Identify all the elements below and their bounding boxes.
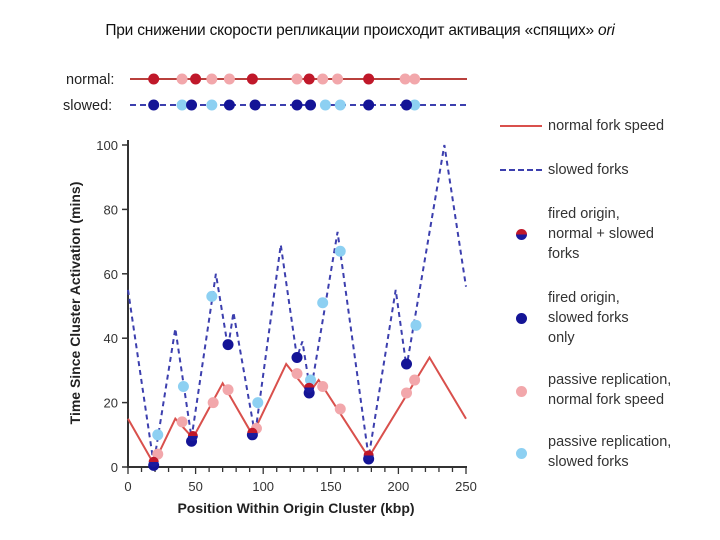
legend-item-fired-slowed: fired origin, slowed forks only xyxy=(498,288,629,348)
normal-track-passive-marker xyxy=(223,73,235,85)
dashed-line-icon xyxy=(500,169,542,171)
slowed-track-passive-marker xyxy=(176,99,188,111)
normal-track-passive-marker xyxy=(317,73,329,85)
x-tick-label: 150 xyxy=(320,479,342,494)
passive-normal-point xyxy=(317,381,329,392)
slowed-track-fired-marker xyxy=(186,99,198,111)
slowed-track-passive-marker xyxy=(334,99,346,111)
slowed-track-fired-marker xyxy=(401,99,413,111)
fired-both-point xyxy=(187,431,198,442)
passive-slowed-point xyxy=(317,297,329,309)
fired-both-point xyxy=(363,450,374,461)
fired-slowed-point xyxy=(222,339,234,351)
legend-label: slowed forks xyxy=(548,162,629,178)
normal-track-passive-marker xyxy=(332,73,344,85)
pink-dot-icon xyxy=(516,386,527,397)
normal-row-label: normal: xyxy=(66,72,114,88)
passive-slowed-point xyxy=(305,374,317,386)
slowed-track-fired-marker xyxy=(249,99,261,111)
x-tick-label: 250 xyxy=(455,479,477,494)
slide-title-ori: ori xyxy=(598,22,615,39)
x-tick-label: 100 xyxy=(252,479,274,494)
x-tick-label: 0 xyxy=(124,479,131,494)
slowed-track-passive-marker xyxy=(319,99,331,111)
slowed-track-fired-marker xyxy=(148,99,160,111)
passive-slowed-point xyxy=(152,429,164,441)
x-tick-label: 200 xyxy=(388,479,410,494)
series-lines xyxy=(127,144,467,466)
slowed-track-passive-marker xyxy=(206,99,218,111)
legend-item-fired-both: fired origin, normal + slowed forks xyxy=(498,204,654,264)
series-points xyxy=(148,245,422,471)
passive-normal-point xyxy=(401,387,413,399)
normal-track-passive-marker xyxy=(399,73,411,85)
legend-item-normal: normal fork speed xyxy=(498,116,664,136)
legend-label: normal fork speed xyxy=(548,118,665,134)
fired-both-point xyxy=(148,456,159,467)
y-tick-label: 0 xyxy=(111,460,118,475)
slowed-track-fired-marker xyxy=(305,99,317,111)
normal-track-fired-marker xyxy=(148,73,160,85)
passive-normal-point xyxy=(334,403,346,415)
legend-label: fired origin, normal + slowed forks xyxy=(548,206,654,262)
slide-title-main: При снижении скорости репликации происхо… xyxy=(105,22,599,39)
legend-label: fired origin, slowed forks only xyxy=(548,290,629,346)
x-axis-title: Position Within Origin Cluster (kbp) xyxy=(177,500,414,516)
fired-both-point xyxy=(247,427,258,438)
legend-label: passive replication, slowed forks xyxy=(548,434,672,470)
passive-normal-point xyxy=(291,368,303,380)
passive-slowed-point xyxy=(252,397,264,409)
slowed-track-passive-marker xyxy=(409,99,421,111)
passive-normal-point xyxy=(222,384,234,396)
y-tick-label: 60 xyxy=(104,267,118,282)
track-markers xyxy=(148,73,421,111)
slowed-track-fired-marker xyxy=(363,99,375,111)
normal-track-passive-marker xyxy=(291,73,303,85)
passive-normal-point xyxy=(409,374,421,386)
passive-normal-point xyxy=(152,448,164,460)
y-tick-label: 40 xyxy=(104,331,118,346)
y-tick-label: 80 xyxy=(104,202,118,217)
slide-title: При снижении скорости репликации происхо… xyxy=(0,22,720,40)
x-tick-label: 50 xyxy=(188,479,202,494)
passive-slowed-point xyxy=(410,319,422,331)
normal-track-fired-marker xyxy=(363,73,375,85)
passive-slowed-point xyxy=(334,245,346,257)
solid-line-icon xyxy=(500,125,542,127)
passive-normal-point xyxy=(207,397,219,409)
normal-track-fired-marker xyxy=(303,73,315,85)
x-axis: 0 50 100 150 200 250 xyxy=(124,466,477,494)
legend-item-slowed: slowed forks xyxy=(498,160,629,180)
normal-fork-line xyxy=(127,355,467,466)
slowed-fork-line xyxy=(127,144,467,464)
fired-slowed-point xyxy=(291,352,303,364)
passive-slowed-point xyxy=(206,290,218,302)
normal-track-passive-marker xyxy=(206,73,218,85)
y-axis-title: Time Since Cluster Activation (mins) xyxy=(67,182,83,425)
passive-normal-point xyxy=(176,416,188,428)
slowed-track-fired-marker xyxy=(223,99,235,111)
normal-track-fired-marker xyxy=(246,73,258,85)
normal-track-passive-marker xyxy=(176,73,188,85)
legend-label: passive replication, normal fork speed xyxy=(548,372,672,408)
y-axis: 0 20 40 60 80 100 xyxy=(96,138,129,475)
legend-item-passive-normal: passive replication, normal fork speed xyxy=(498,370,671,410)
y-tick-label: 20 xyxy=(104,396,118,411)
normal-track-fired-marker xyxy=(190,73,202,85)
dark-blue-dot-icon xyxy=(516,313,527,324)
passive-slowed-point xyxy=(177,381,189,392)
y-tick-label: 100 xyxy=(96,138,118,153)
half-red-blue-dot-icon xyxy=(516,229,527,240)
slowed-track-fired-marker xyxy=(291,99,303,111)
legend-item-passive-slowed: passive replication, slowed forks xyxy=(498,432,671,472)
light-blue-dot-icon xyxy=(516,448,527,459)
fired-slowed-point xyxy=(401,358,413,370)
slowed-row-label: slowed: xyxy=(63,98,112,114)
fired-both-point xyxy=(304,382,315,393)
normal-track-passive-marker xyxy=(409,73,421,85)
